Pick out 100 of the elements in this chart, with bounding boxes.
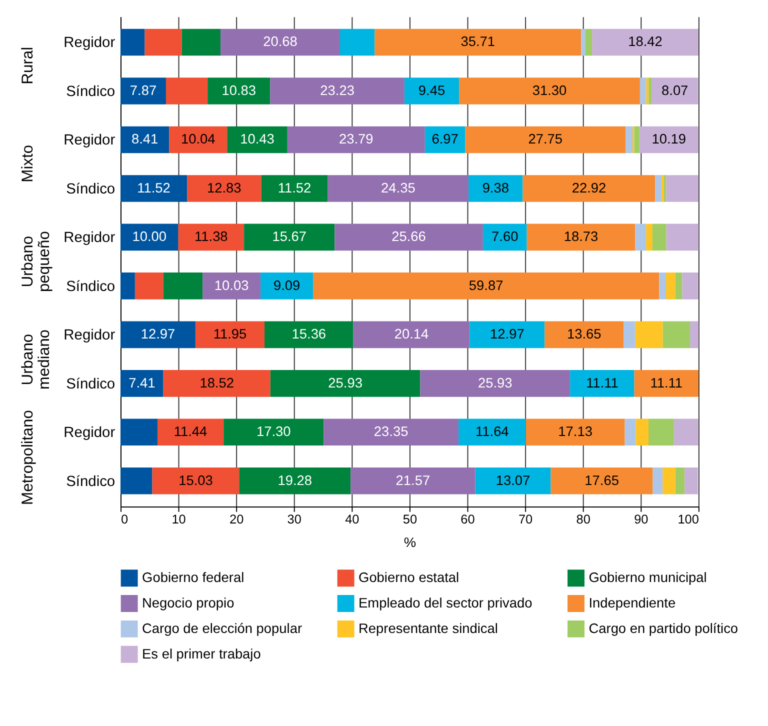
data-label: 7.41 (128, 375, 156, 390)
bar (220, 28, 340, 56)
bar (655, 175, 662, 202)
bar (465, 126, 626, 154)
bar (144, 28, 182, 56)
bar (120, 78, 166, 104)
bar (169, 126, 228, 154)
data-label: 22.92 (572, 180, 606, 196)
data-label: 9.38 (482, 180, 510, 196)
bar (120, 370, 164, 397)
y-tick-label: Regidor (64, 35, 116, 52)
data-label: 19.28 (278, 472, 312, 488)
bar (690, 321, 699, 348)
y-tick-label: Síndico (66, 84, 116, 100)
data-label: 6.97 (432, 132, 458, 147)
data-label: 11.38 (194, 229, 228, 244)
bar (675, 467, 685, 494)
bar (482, 224, 527, 251)
bar (468, 175, 523, 202)
bar (261, 175, 328, 202)
x-tick-label: 40 (345, 512, 360, 527)
bar (635, 321, 663, 348)
data-label: 7.60 (492, 229, 519, 244)
bar (340, 28, 375, 56)
data-label: 10.43 (240, 132, 275, 147)
x-axis-title: % (404, 535, 416, 550)
text: Mixto (19, 144, 36, 182)
bar (684, 467, 698, 494)
bar (163, 370, 270, 397)
bar (648, 418, 674, 446)
x-tick-label: 100 (678, 512, 699, 527)
bar (581, 28, 586, 56)
bar (662, 467, 676, 494)
data-label: 13.65 (566, 326, 602, 342)
bar (182, 28, 220, 56)
y-tick-label: Síndico (66, 376, 116, 392)
bar (260, 272, 314, 300)
y-tick-label: Síndico (66, 278, 116, 295)
bar (544, 321, 624, 348)
bar (134, 272, 164, 300)
data-label: 24.35 (381, 180, 416, 196)
bar (202, 272, 261, 300)
y-tick-label: Regidor (64, 425, 116, 442)
data-label: 10.03 (214, 278, 250, 293)
data-label: 25.66 (392, 229, 426, 244)
bar (328, 175, 469, 202)
bar (264, 321, 354, 348)
data-label: 11.52 (278, 180, 312, 196)
bar (526, 224, 636, 251)
data-label: 9.09 (273, 278, 300, 293)
data-label: 11.52 (137, 180, 170, 196)
text: Rural (19, 46, 36, 84)
text: Metropolitano (19, 410, 36, 505)
data-label: 23.35 (374, 424, 409, 440)
bar (224, 418, 324, 446)
bar (624, 418, 636, 446)
y-tick-label: Síndico (66, 181, 116, 198)
bar (636, 418, 649, 446)
bar (313, 272, 660, 300)
data-label: 11.95 (213, 326, 247, 342)
data-label: 59.87 (468, 278, 504, 293)
bar (420, 370, 570, 397)
bar (659, 272, 666, 300)
legend-label: Es el primer trabajo (142, 646, 262, 662)
bar (227, 126, 288, 154)
data-label: 13.07 (496, 472, 530, 488)
bar (270, 78, 404, 104)
bar (652, 78, 698, 104)
data-label: 21.57 (396, 472, 430, 488)
bar (634, 370, 699, 397)
bar (195, 321, 265, 348)
data-label: 15.67 (272, 229, 306, 244)
bar (666, 224, 699, 251)
data-label: 12.97 (490, 326, 524, 342)
bar (374, 28, 582, 56)
data-label: 8.07 (662, 82, 688, 98)
legend-label: Cargo en partido político (588, 620, 738, 636)
bar (459, 78, 640, 104)
data-label: 12.83 (207, 180, 242, 196)
legend-label: Negocio propio (142, 595, 235, 610)
legend-label: Gobierno federal (142, 570, 244, 586)
data-label: 11.11 (586, 375, 618, 390)
bar (592, 28, 699, 56)
x-tick-label: 80 (576, 512, 590, 527)
bar (157, 418, 224, 446)
bar (163, 272, 203, 300)
x-tick-label: 0 (120, 512, 128, 527)
bar (666, 175, 699, 202)
bar (324, 418, 459, 446)
data-label: 25.93 (328, 375, 363, 390)
x-tick-label: 60 (460, 512, 475, 527)
data-label: 7.87 (130, 82, 157, 98)
legend-label: Representante sindical (358, 620, 498, 636)
x-tick-label: 90 (634, 512, 648, 527)
data-label: 23.23 (320, 82, 355, 98)
x-tick-label: 20 (229, 512, 244, 527)
bar (652, 467, 663, 494)
bar (404, 78, 460, 104)
bar (475, 467, 551, 494)
data-label: 18.42 (628, 34, 662, 50)
